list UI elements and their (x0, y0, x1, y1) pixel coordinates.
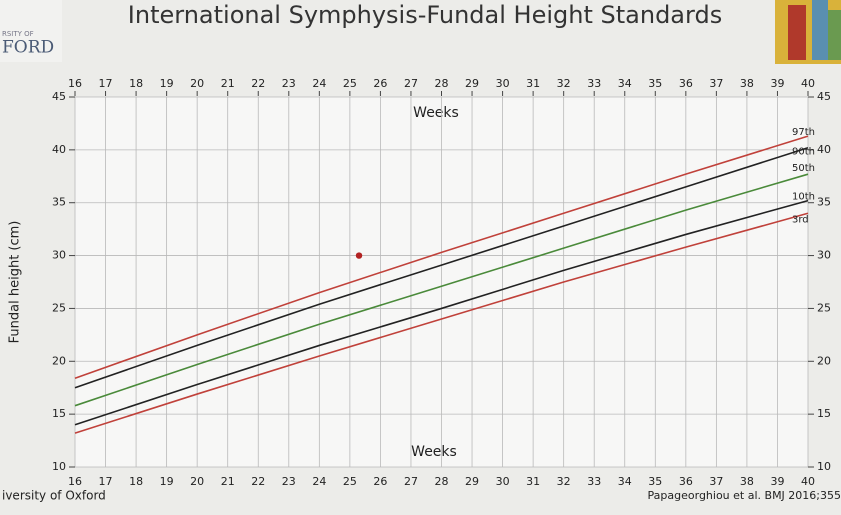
y-axis-label: Fundal height (cm) (8, 221, 23, 344)
y-tick-label-right: 45 (817, 90, 831, 103)
x-tick-label: 24 (312, 475, 326, 488)
y-tick-label-right: 15 (817, 407, 831, 420)
y-tick-label-right: 20 (817, 354, 831, 367)
x-tick-label: 35 (648, 475, 662, 488)
logo-box (0, 0, 62, 62)
footer-left: iversity of Oxford (2, 489, 106, 503)
y-tick-label: 15 (52, 407, 66, 420)
x-tick-label-top: 18 (129, 77, 143, 90)
y-tick-label-right: 25 (817, 301, 831, 314)
y-tick-label: 45 (52, 90, 66, 103)
x-tick-label-top: 40 (801, 77, 815, 90)
x-tick-label-top: 34 (618, 77, 632, 90)
painting (775, 0, 841, 64)
x-tick-label: 30 (496, 475, 510, 488)
y-tick-label: 30 (52, 249, 66, 262)
y-tick-label: 10 (52, 460, 66, 473)
x-tick-label: 32 (557, 475, 571, 488)
x-axis-label: Weeks (411, 444, 457, 460)
logo-text: RSITY OF (2, 30, 34, 38)
x-tick-label-top: 27 (404, 77, 418, 90)
x-tick-label-top: 16 (68, 77, 82, 90)
x-tick-label-top: 39 (770, 77, 784, 90)
series-line (74, 212, 809, 434)
x-axis-label: Weeks (413, 105, 459, 121)
x-tick-label-top: 35 (648, 77, 662, 90)
x-tick-label-top: 25 (343, 77, 357, 90)
x-tick-label-top: 32 (557, 77, 571, 90)
x-tick-label-top: 37 (709, 77, 723, 90)
x-tick-label-top: 22 (251, 77, 265, 90)
x-tick-label-top: 29 (465, 77, 479, 90)
x-tick-label: 19 (160, 475, 174, 488)
series-label: 10th (792, 192, 815, 203)
series-label: 90th (792, 147, 815, 158)
x-tick-label: 40 (801, 475, 815, 488)
x-tick-label-top: 30 (496, 77, 510, 90)
x-tick-label: 28 (435, 475, 449, 488)
x-tick-label: 33 (587, 475, 601, 488)
series-line (74, 146, 809, 389)
x-tick-label: 39 (770, 475, 784, 488)
x-tick-label-top: 23 (282, 77, 296, 90)
y-tick-label: 20 (52, 354, 66, 367)
x-tick-label: 29 (465, 475, 479, 488)
x-tick-label: 34 (618, 475, 632, 488)
x-tick-label: 38 (740, 475, 754, 488)
y-tick-label-right: 10 (817, 460, 831, 473)
x-tick-label-top: 31 (526, 77, 540, 90)
data-point (355, 252, 363, 259)
x-tick-label: 16 (68, 475, 82, 488)
x-tick-label-top: 36 (679, 77, 693, 90)
series-line (74, 173, 809, 407)
x-tick-label-top: 38 (740, 77, 754, 90)
x-tick-label: 18 (129, 475, 143, 488)
x-tick-label-top: 33 (587, 77, 601, 90)
x-tick-label: 36 (679, 475, 693, 488)
y-tick-label-right: 35 (817, 196, 831, 209)
x-tick-label: 20 (190, 475, 204, 488)
x-tick-label-top: 21 (221, 77, 235, 90)
x-tick-label-top: 20 (190, 77, 204, 90)
x-tick-label: 23 (282, 475, 296, 488)
x-tick-label: 37 (709, 475, 723, 488)
series-line (74, 199, 809, 426)
x-tick-label: 31 (526, 475, 540, 488)
x-tick-label-top: 26 (373, 77, 387, 90)
footer-right: Papageorghiou et al. BMJ 2016;355 (648, 489, 841, 502)
x-tick-label: 21 (221, 475, 235, 488)
x-tick-label-top: 17 (99, 77, 113, 90)
x-tick-label-top: 28 (435, 77, 449, 90)
series-label: 3rd (792, 214, 809, 225)
x-tick-label: 26 (373, 475, 387, 488)
series-label: 50th (792, 163, 815, 174)
y-tick-label: 40 (52, 143, 66, 156)
series-label: 97th (792, 127, 815, 138)
chart-title: International Symphysis-Fundal Height St… (128, 1, 722, 29)
logo-text: FORD (2, 38, 54, 58)
x-tick-label-top: 19 (160, 77, 174, 90)
y-tick-label: 25 (52, 301, 66, 314)
y-tick-label-right: 40 (817, 143, 831, 156)
series-line (74, 135, 809, 379)
x-tick-label: 17 (99, 475, 113, 488)
x-tick-label-top: 24 (312, 77, 326, 90)
x-tick-label: 22 (251, 475, 265, 488)
y-tick-label-right: 30 (817, 249, 831, 262)
x-tick-label: 27 (404, 475, 418, 488)
y-tick-label: 35 (52, 196, 66, 209)
x-tick-label: 25 (343, 475, 357, 488)
